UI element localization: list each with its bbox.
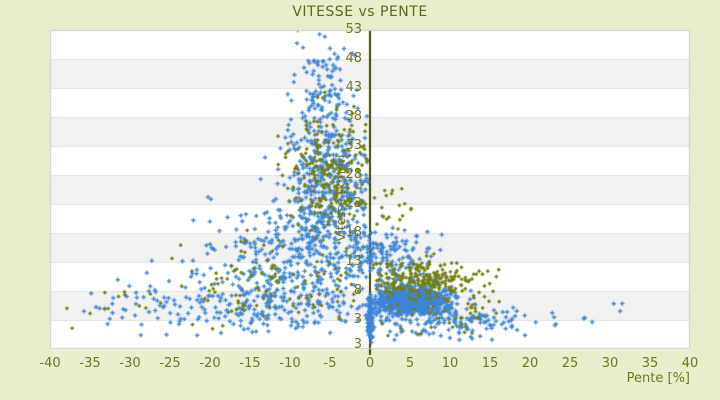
x-tick-label: -10	[279, 356, 301, 371]
x-tick-label: 5	[405, 356, 415, 371]
x-tick-label: 30	[601, 356, 619, 371]
x-tick-label: 25	[561, 356, 579, 371]
x-tick-label: -5	[323, 356, 337, 371]
y-axis-min-label: 3	[353, 337, 362, 352]
x-tick-label: -25	[159, 356, 181, 371]
x-axis-title: Pente [%]	[626, 371, 690, 386]
y-axis-title: Vitesse [km/h]	[334, 154, 348, 242]
x-tick-label: -40	[39, 356, 61, 371]
y-tick-label: 48	[345, 51, 362, 66]
y-tick-label: 33	[345, 138, 362, 153]
y-tick-label: 13	[345, 254, 362, 269]
x-tick-label: 35	[641, 356, 659, 371]
y-tick-label: 8	[353, 283, 362, 298]
x-tick-label: 40	[681, 356, 699, 371]
x-tick-label: 0	[365, 356, 375, 371]
x-tick-label: 15	[481, 356, 499, 371]
x-tick-label: 20	[521, 356, 539, 371]
x-tick-label: -35	[79, 356, 101, 371]
y-tick-label: 53	[345, 22, 362, 37]
y-tick-label: 28	[345, 167, 362, 182]
x-tick-label: -30	[119, 356, 141, 371]
x-tick-label: -15	[239, 356, 261, 371]
y-tick-label: 38	[345, 109, 362, 124]
y-tick-label: 3	[353, 312, 362, 327]
y-tick-label: 18	[345, 225, 362, 240]
y-tick-label: 23	[345, 196, 362, 211]
y-tick-label: 43	[345, 80, 362, 95]
x-tick-label: 10	[441, 356, 459, 371]
x-tick-label: -20	[199, 356, 221, 371]
